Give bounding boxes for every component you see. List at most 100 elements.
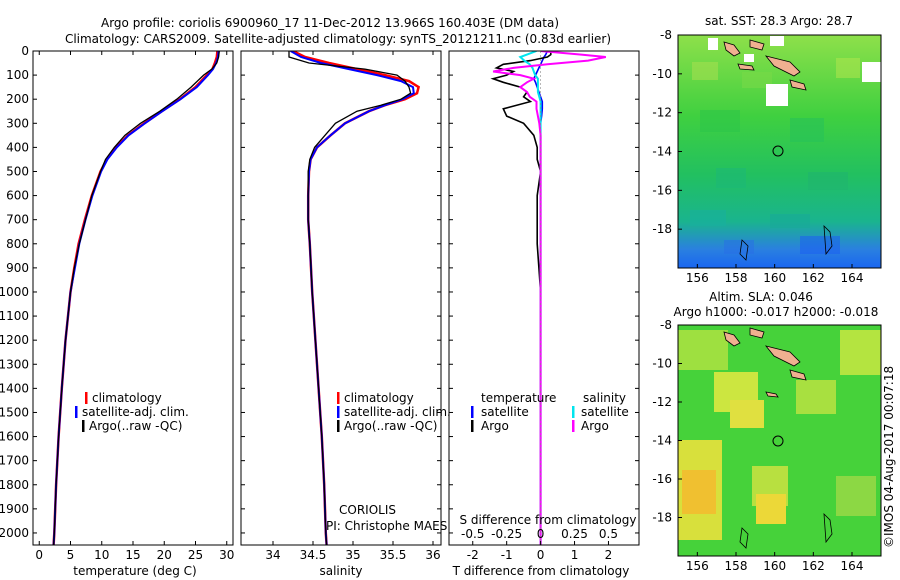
legend-s-argo-label: Argo — [581, 419, 609, 433]
legend-argo-label: Argo(..raw -QC) — [344, 419, 437, 433]
x-tick-label: 5 — [67, 548, 75, 562]
salinity-plot-frame — [240, 50, 442, 546]
x-tick-label: -2 — [467, 548, 479, 562]
y-tick-label: 100 — [6, 68, 29, 82]
s-tick-label: -0.25 — [491, 527, 522, 541]
legend-swatch-satellite — [75, 406, 78, 418]
s-tick-label: 0.25 — [561, 527, 588, 541]
y-tick-label: 1300 — [0, 357, 29, 371]
difference-panel: -2 -1 0 1 2 -0.5 -0.25 0 0.25 0.5 T difference fr… — [448, 50, 640, 578]
y-tick-label: 2000 — [0, 526, 29, 540]
legend-swatch-argo — [337, 420, 340, 432]
diff-line-salinity-Argo — [492, 51, 606, 545]
sla-coastlines — [723, 327, 833, 549]
x-tick-label: 1 — [571, 548, 579, 562]
temperature-legend: climatology satellite-adj. clim. Argo(..… — [75, 391, 189, 433]
legend-satellite-label: satellite-adj. clim. — [344, 405, 451, 419]
y-tick-label: 1100 — [0, 309, 29, 323]
sst-profile-marker — [772, 145, 784, 157]
header-line1: Argo profile: coriolis 6900960_17 11-Dec… — [101, 16, 559, 30]
legend-swatch-t-satellite — [471, 406, 474, 418]
series-line-satellite-adj-clim- — [52, 51, 220, 545]
sst-cloud-mask — [708, 36, 881, 106]
x-tick-label: 34.5 — [300, 548, 327, 562]
sst-map-title: sat. SST: 28.3 Argo: 28.7 — [705, 14, 853, 28]
legend-climatology-label: climatology — [344, 391, 414, 405]
header-line2: Climatology: CARS2009. Satellite-adjuste… — [65, 32, 611, 46]
y-tick-label: 1500 — [0, 405, 29, 419]
x-tick-label: -1 — [501, 548, 513, 562]
sst-map: sat. SST: 28.3 Argo: 28.7 — [652, 14, 882, 285]
s-difference-label: S difference from climatology — [460, 513, 637, 527]
s-tick-label: 0 — [537, 527, 545, 541]
sla-map-title: Altim. SLA: 0.046 — [709, 290, 813, 304]
x-tick-label: 30 — [219, 548, 234, 562]
y-tick-label: 200 — [6, 92, 29, 106]
temperature-plot-frame — [32, 50, 234, 546]
imos-timestamp: ©IMOS 04-Aug-2017 00:07:18 — [882, 366, 896, 548]
difference-plot-frame — [448, 50, 640, 546]
y-tick-label: 1600 — [0, 430, 29, 444]
y-tick-label: 1000 — [0, 285, 29, 299]
y-tick-label: 400 — [6, 140, 29, 154]
x-tick-label: 10 — [94, 548, 109, 562]
legend-swatch-t-argo — [471, 420, 474, 432]
map-lon-label: 158 — [725, 271, 748, 285]
pi-label: PI: Christophe MAES — [326, 519, 447, 533]
map-lon-label: 160 — [763, 559, 786, 573]
legend-climatology-label: climatology — [92, 391, 162, 405]
t-difference-xlabel: T difference from climatology — [452, 564, 630, 578]
map-lat-label: -14 — [652, 434, 672, 448]
y-tick-label: 1200 — [0, 333, 29, 347]
map-lon-label: 156 — [686, 559, 709, 573]
diff-line-salinity-satellite — [518, 51, 542, 545]
diff-line-temperature-Argo — [490, 51, 552, 545]
map-lat-label: -16 — [652, 183, 672, 197]
map-lon-label: 164 — [841, 271, 864, 285]
y-tick-label: 1700 — [0, 454, 29, 468]
y-tick-label: 900 — [6, 261, 29, 275]
legend-swatch-s-satellite — [572, 406, 575, 418]
x-tick-label: 36 — [425, 548, 440, 562]
sla-profile-marker — [772, 435, 784, 447]
y-tick-label: 600 — [6, 189, 29, 203]
map-lat-label: -10 — [652, 67, 672, 81]
sla-map: Altim. SLA: 0.046 Argo h1000: -0.017 h20… — [652, 290, 882, 573]
s-tick-label: -0.5 — [461, 527, 484, 541]
y-tick-label: 500 — [6, 164, 29, 178]
x-tick-label: 15 — [125, 548, 140, 562]
y-tick-label: 1900 — [0, 502, 29, 516]
x-tick-label: 35 — [345, 548, 360, 562]
map-lat-label: -12 — [652, 106, 672, 120]
legend-swatch-climatology — [337, 392, 340, 404]
map-lat-label: -18 — [652, 511, 672, 525]
map-lat-label: -16 — [652, 472, 672, 486]
x-tick-label: 35.5 — [380, 548, 407, 562]
map-lat-label: -10 — [652, 357, 672, 371]
legend-satellite-label: satellite-adj. clim. — [82, 405, 189, 419]
y-tick-label: 800 — [6, 237, 29, 251]
legend-swatch-argo — [82, 420, 85, 432]
map-lat-label: -14 — [652, 145, 672, 159]
salinity-panel: 34 34.5 35 35.5 36 salinity climatology sate… — [240, 50, 451, 578]
map-lon-label: 158 — [725, 559, 748, 573]
salinity-legend: climatology satellite-adj. clim. Argo(..… — [337, 391, 451, 433]
series-line-climatology — [52, 51, 219, 545]
map-lon-label: 156 — [686, 271, 709, 285]
map-lat-label: -8 — [660, 318, 672, 332]
x-tick-label: 0 — [35, 548, 43, 562]
y-tick-label: 0 — [21, 44, 29, 58]
series-line-argo-raw-qc- — [288, 51, 412, 545]
x-tick-label: 2 — [605, 548, 613, 562]
temperature-panel: 0 5 10 15 20 25 300100200300400500600700800900… — [0, 44, 234, 578]
y-tick-label: 1400 — [0, 381, 29, 395]
sst-texture — [690, 58, 860, 254]
map-lat-label: -8 — [660, 28, 672, 42]
map-lon-label: 160 — [763, 271, 786, 285]
legend-t-argo-label: Argo — [481, 419, 509, 433]
sla-map-subtitle: Argo h1000: -0.017 h2000: -0.018 — [674, 305, 879, 319]
legend-argo-label: Argo(..raw -QC) — [89, 419, 182, 433]
x-tick-label: 0 — [537, 548, 545, 562]
legend-s-satellite-label: satellite — [581, 405, 629, 419]
